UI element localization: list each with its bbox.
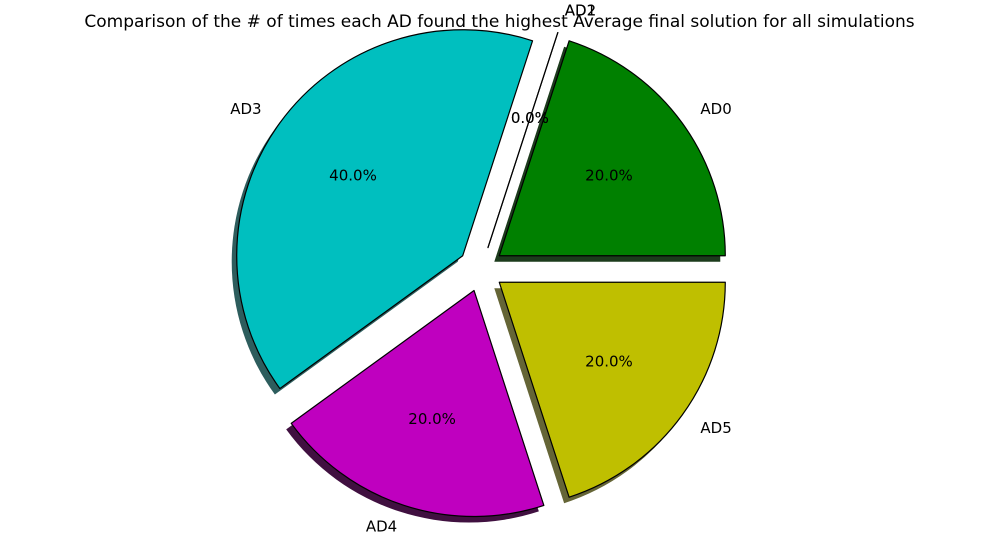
label-ad0: AD0	[700, 100, 731, 118]
percent-ad0: 20.0%	[585, 167, 633, 185]
label-ad1: AD1	[565, 2, 596, 20]
wedge-ad2	[487, 31, 559, 249]
label-ad3: AD3	[230, 100, 261, 118]
wedge-ad4	[290, 289, 545, 518]
percent-ad2: 0.0%	[511, 109, 549, 127]
wedge-ad3	[236, 29, 534, 390]
pie-wedges	[236, 29, 726, 518]
percent-ad4: 20.0%	[408, 410, 456, 428]
label-ad5: AD5	[700, 419, 731, 437]
label-ad2: AD2	[565, 2, 596, 20]
label-ad4: AD4	[366, 517, 397, 535]
percent-ad5: 20.0%	[585, 352, 633, 370]
percent-ad3: 40.0%	[329, 167, 377, 185]
percent-ad1: 0.0%	[511, 109, 549, 127]
wedge-ad0	[498, 40, 726, 257]
chart-title: Comparison of the # of times each AD fou…	[84, 12, 914, 32]
wedge-ad5	[498, 281, 726, 498]
